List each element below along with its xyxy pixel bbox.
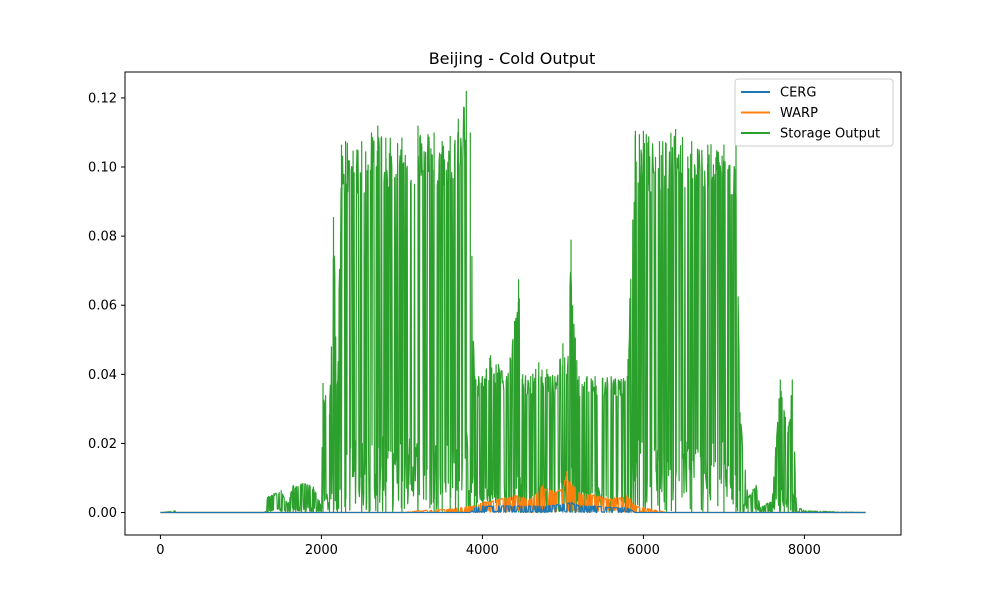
legend: CERG WARP Storage Output bbox=[734, 78, 894, 147]
legend-box bbox=[734, 78, 894, 147]
x-tick-label: 8000 bbox=[788, 543, 821, 558]
x-tick-label: 6000 bbox=[627, 543, 660, 558]
y-tick-label: 0.12 bbox=[88, 91, 117, 106]
y-tick-label: 0.06 bbox=[88, 299, 117, 314]
x-tick-label: 4000 bbox=[466, 543, 499, 558]
y-tick-label: 0.02 bbox=[88, 437, 117, 452]
series-line-storage-output bbox=[160, 91, 866, 514]
y-tick-label: 0.10 bbox=[88, 161, 117, 176]
legend-label: Storage Output bbox=[780, 127, 880, 142]
series-line-cerg bbox=[160, 501, 866, 514]
x-tick-label: 2000 bbox=[305, 543, 338, 558]
axes-frame bbox=[124, 71, 902, 536]
y-axis: 0.00 0.02 0.04 0.06 0.08 0.10 0.12 bbox=[88, 91, 125, 521]
x-tick-label: 0 bbox=[156, 543, 164, 558]
plot-area bbox=[160, 91, 866, 514]
x-axis: 0 2000 4000 6000 8000 bbox=[156, 535, 821, 558]
legend-label: CERG bbox=[780, 86, 816, 101]
legend-label: WARP bbox=[780, 106, 818, 121]
y-tick-label: 0.04 bbox=[88, 368, 117, 383]
y-tick-label: 0.00 bbox=[88, 506, 117, 521]
y-tick-label: 0.08 bbox=[88, 230, 117, 245]
chart-title: Beijing - Cold Output bbox=[429, 49, 596, 68]
